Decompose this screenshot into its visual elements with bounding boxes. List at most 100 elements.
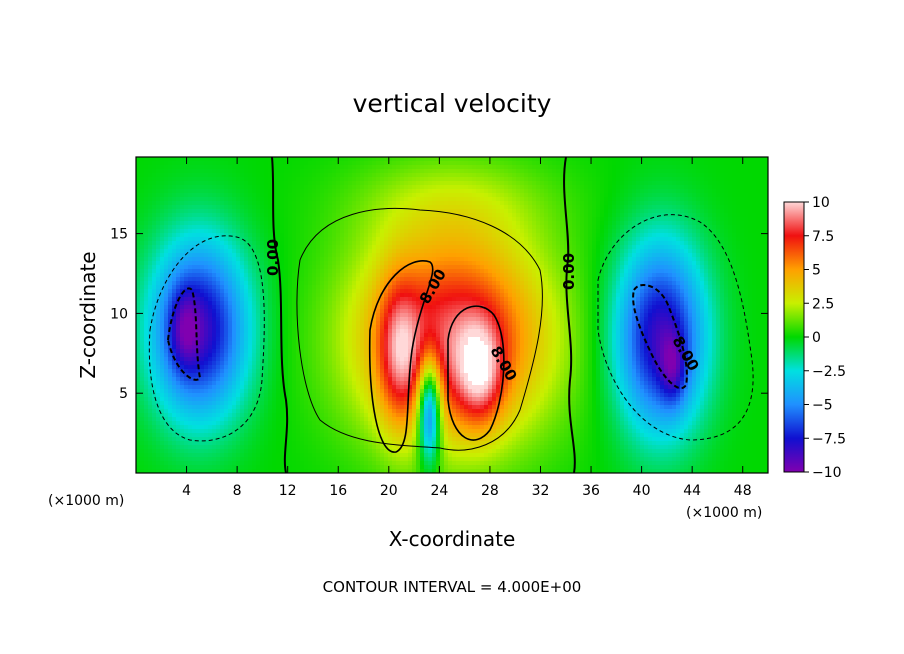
field-cell [572,181,577,186]
field-cell [452,157,457,162]
field-cell [500,221,505,226]
field-cell [192,241,197,246]
field-cell [656,225,661,230]
field-cell [232,249,237,254]
field-cell [216,241,221,246]
field-cell [228,265,233,270]
field-cell [696,185,701,190]
field-cell [240,241,245,246]
field-cell [664,161,669,166]
field-cell [568,245,573,250]
field-cell [180,269,185,274]
field-cell [288,237,293,242]
field-cell [520,249,525,254]
field-cell [668,273,673,278]
field-cell [136,257,141,262]
field-cell [564,165,569,170]
field-cell [216,233,221,238]
field-cell [632,165,637,170]
field-cell [348,249,353,254]
field-cell [664,225,669,230]
field-cell [600,157,605,162]
field-cell [172,281,177,286]
field-cell [664,181,669,186]
field-cell [284,173,289,178]
field-cell [472,281,477,286]
field-cell [492,241,497,246]
field-cell [484,261,489,266]
field-cell [508,209,513,214]
field-cell [688,161,693,166]
field-cell [660,185,665,190]
field-cell [544,177,549,182]
field-cell [540,245,545,250]
field-cell [216,189,221,194]
field-cell [588,169,593,174]
field-cell [692,225,697,230]
field-cell [184,189,189,194]
field-cell [744,189,749,194]
field-cell [372,261,377,266]
field-cell [368,221,373,226]
field-cell [200,241,205,246]
field-cell [676,205,681,210]
field-cell [204,277,209,282]
field-cell [560,277,565,282]
field-cell [332,249,337,254]
field-cell [140,265,145,270]
field-cell [756,205,761,210]
field-cell [620,261,625,266]
field-cell [632,189,637,194]
field-cell [280,233,285,238]
field-cell [760,201,765,206]
field-cell [752,273,757,278]
field-cell [352,209,357,214]
field-cell [752,181,757,186]
field-cell [728,209,733,214]
field-cell [568,241,573,246]
field-cell [556,185,561,190]
field-cell [672,177,677,182]
field-cell [592,209,597,214]
field-cell [392,185,397,190]
field-cell [512,277,517,282]
field-cell [624,213,629,218]
field-cell [356,261,361,266]
field-cell [576,173,581,178]
field-cell [528,261,533,266]
field-cell [660,205,665,210]
field-cell [460,249,465,254]
field-cell [244,213,249,218]
field-cell [544,265,549,270]
field-cell [192,161,197,166]
field-cell [736,193,741,198]
field-cell [404,201,409,206]
field-cell [488,209,493,214]
field-cell [616,269,621,274]
field-cell [140,193,145,198]
field-cell [364,189,369,194]
field-cell [448,201,453,206]
field-cell [688,173,693,178]
field-cell [704,221,709,226]
field-cell [520,281,525,286]
field-cell [756,257,761,262]
field-cell [644,213,649,218]
field-cell [524,225,529,230]
field-cell [548,185,553,190]
field-cell [160,209,165,214]
field-cell [632,253,637,258]
field-cell [136,165,141,170]
field-cell [496,221,501,226]
field-cell [520,213,525,218]
field-cell [368,273,373,278]
field-cell [644,169,649,174]
field-cell [496,233,501,238]
field-cell [200,205,205,210]
field-cell [356,189,361,194]
field-cell [188,225,193,230]
field-cell [680,157,685,162]
field-cell [224,249,229,254]
field-cell [724,221,729,226]
field-cell [452,245,457,250]
